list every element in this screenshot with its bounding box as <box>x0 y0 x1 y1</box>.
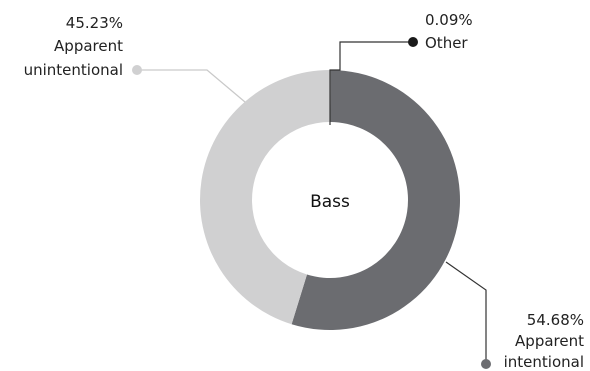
slice-label-apparent-unintentional-line2: unintentional <box>24 61 123 79</box>
donut-slice-apparent-intentional <box>291 70 460 330</box>
label-marker-apparent-unintentional <box>132 65 142 75</box>
slice-label-apparent-intentional-line2: intentional <box>504 353 584 371</box>
label-marker-other <box>408 37 418 47</box>
slice-label-apparent-unintentional-line1: Apparent <box>54 37 123 55</box>
center-label: Bass <box>310 192 350 212</box>
donut-slice-apparent-unintentional <box>200 70 330 325</box>
leader-line-apparent-intentional <box>445 261 487 364</box>
label-marker-apparent-intentional <box>481 359 491 369</box>
leader-line-other <box>329 41 413 125</box>
slice-label-other: Other <box>425 34 468 52</box>
slice-label-apparent-intentional-line1: Apparent <box>515 332 584 350</box>
callout-other: 0.09% Other <box>329 11 473 125</box>
value-label-other: 0.09% <box>425 11 473 29</box>
leader-line-apparent-unintentional <box>137 69 246 103</box>
callout-apparent-intentional: 54.68% Apparent intentional <box>445 261 584 371</box>
value-label-apparent-unintentional: 45.23% <box>66 14 123 32</box>
value-label-apparent-intentional: 54.68% <box>527 311 584 329</box>
callout-apparent-unintentional: 45.23% Apparent unintentional <box>24 14 246 103</box>
